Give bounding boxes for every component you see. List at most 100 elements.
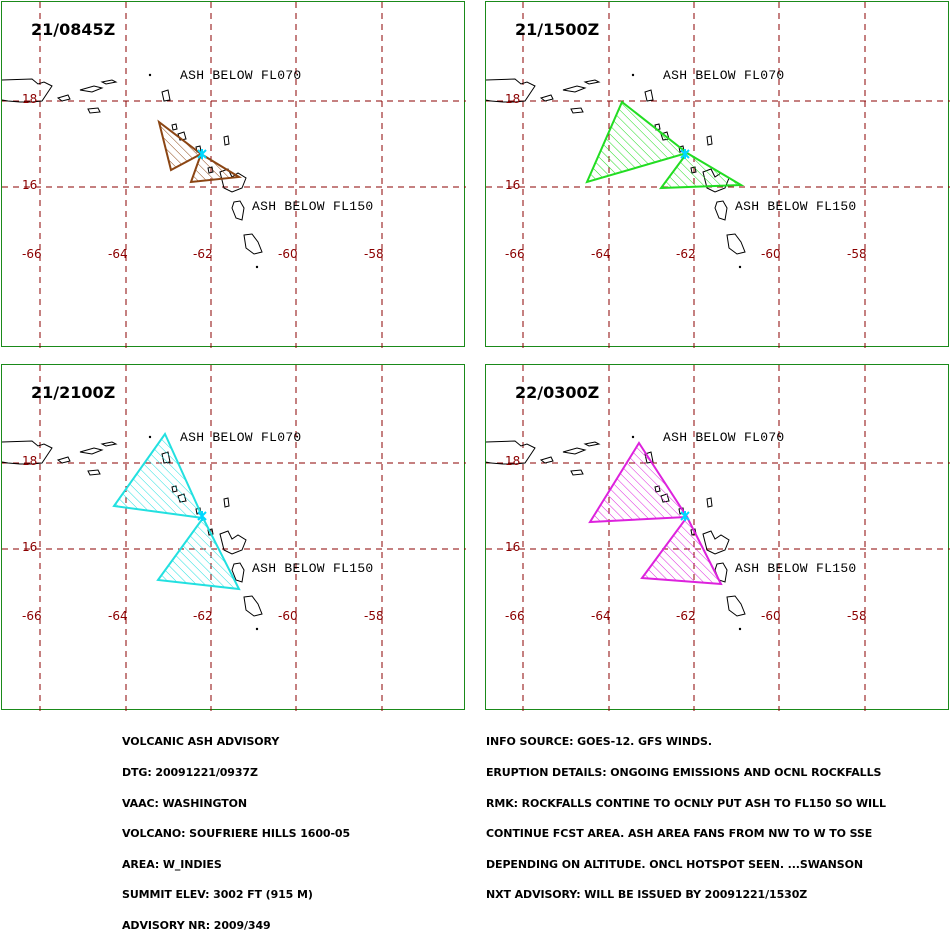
advisory-line: SUMMIT ELEV: 3002 FT (915 M) (122, 888, 313, 902)
map-panel-2: 21/1500Z ASH BELOW FL070 ASH BELOW FL150… (485, 1, 950, 348)
lon-tick-66: -66 (505, 247, 525, 261)
panel-time-title: 21/2100Z (31, 383, 116, 402)
ash-upper-label: ASH BELOW FL070 (663, 430, 785, 445)
volcano-marker-icon (680, 149, 690, 159)
lon-tick-64: -64 (108, 247, 128, 261)
map-panel-3: 21/2100Z ASH BELOW FL070 ASH BELOW FL150… (1, 364, 466, 711)
advisory-line: VAAC: WASHINGTON (122, 796, 247, 810)
lon-tick-58: -58 (847, 609, 867, 623)
lon-tick-66: -66 (22, 609, 42, 623)
island-outline-puerto-rico (486, 78, 536, 103)
ash-cloud-polygon (658, 151, 745, 190)
island-outline-puerto-rico (2, 78, 53, 103)
advisory-text-left: VOLCANIC ASH ADVISORY DTG: 20091221/0937… (122, 717, 350, 941)
island-outline-island-a (539, 94, 554, 102)
island-outline-island-c (583, 441, 601, 447)
island-dot (255, 265, 259, 269)
volcano-marker-icon (680, 511, 690, 521)
island-outline-island-c (583, 79, 601, 85)
lon-tick-62: -62 (193, 609, 213, 623)
island-outline-island-h (223, 497, 230, 508)
advisory-line: ERUPTION DETAILS: ONGOING EMISSIONS AND … (486, 766, 882, 780)
island-outline-island-h (706, 497, 713, 508)
island-dot (738, 265, 742, 269)
island-outline-island-a (56, 456, 71, 464)
ash-lower-label: ASH BELOW FL150 (735, 561, 857, 576)
island-dot (148, 73, 152, 77)
map-canvas (2, 2, 466, 348)
island-outline-island-c (100, 79, 118, 85)
ash-cloud-polygon (157, 119, 203, 172)
island-outline-island-d (87, 469, 101, 476)
lon-tick-58: -58 (364, 609, 384, 623)
ash-lower-label: ASH BELOW FL150 (735, 199, 857, 214)
map-panel-4: 22/0300Z ASH BELOW FL070 ASH BELOW FL150… (485, 364, 950, 711)
panel-time-title: 22/0300Z (515, 383, 600, 402)
island-outline-puerto-rico (2, 440, 53, 465)
lat-tick-16: 16 (505, 178, 521, 192)
island-outline-island-e (644, 89, 654, 102)
island-outline-martinique (726, 595, 746, 617)
island-outline-guadeloupe (219, 530, 247, 555)
island-outline-island-b (562, 447, 587, 455)
ash-upper-label: ASH BELOW FL070 (663, 68, 785, 83)
island-outline-puerto-rico (486, 440, 536, 465)
advisory-text-right: INFO SOURCE: GOES-12. GFS WINDS. ERUPTIO… (486, 717, 886, 911)
island-outline-island-h (223, 135, 230, 146)
panel-time-title: 21/1500Z (515, 20, 600, 39)
island-outline-island-h (706, 135, 713, 146)
ash-cloud-polygon (189, 152, 243, 184)
ash-lower-label: ASH BELOW FL150 (252, 199, 374, 214)
island-dot (631, 73, 635, 77)
advisory-line: ADVISORY NR: 2009/349 (122, 919, 271, 933)
lat-tick-18: 18 (505, 454, 521, 468)
island-outline-island-d (570, 107, 584, 114)
lat-tick-16: 16 (22, 178, 38, 192)
ash-upper-label: ASH BELOW FL070 (180, 68, 302, 83)
ash-cloud-polygon (640, 515, 723, 586)
island-dot (255, 627, 259, 631)
lon-tick-62: -62 (676, 247, 696, 261)
panel-time-title: 21/0845Z (31, 20, 116, 39)
lat-tick-18: 18 (22, 454, 38, 468)
lat-tick-18: 18 (22, 92, 38, 106)
island-outline-island-f (171, 123, 178, 131)
island-dot (148, 435, 152, 439)
map-panel-1: 21/0845Z ASH BELOW FL070 ASH BELOW FL150… (1, 1, 466, 348)
lat-tick-16: 16 (505, 540, 521, 554)
lon-tick-60: -60 (761, 247, 781, 261)
lon-tick-64: -64 (108, 609, 128, 623)
advisory-line: INFO SOURCE: GOES-12. GFS WINDS. (486, 735, 712, 749)
lon-tick-66: -66 (505, 609, 525, 623)
ash-upper-label: ASH BELOW FL070 (180, 430, 302, 445)
island-outline-island-d (87, 107, 101, 114)
lat-tick-18: 18 (505, 92, 521, 106)
lon-tick-60: -60 (761, 609, 781, 623)
lon-tick-58: -58 (847, 247, 867, 261)
lon-tick-60: -60 (278, 247, 298, 261)
island-outline-island-b (79, 85, 104, 93)
lon-tick-64: -64 (591, 609, 611, 623)
advisory-line: VOLCANIC ASH ADVISORY (122, 735, 280, 749)
lon-tick-62: -62 (676, 609, 696, 623)
island-outline-island-a (56, 94, 71, 102)
island-outline-island-c (100, 441, 118, 447)
ash-cloud-polygon (585, 100, 690, 184)
ash-cloud-polygon (112, 431, 205, 520)
advisory-line: VOLCANO: SOUFRIERE HILLS 1600-05 (122, 827, 351, 841)
ash-cloud-polygon (588, 441, 689, 524)
lon-tick-60: -60 (278, 609, 298, 623)
island-outline-island-e (161, 89, 171, 102)
lon-tick-62: -62 (193, 247, 213, 261)
lon-tick-58: -58 (364, 247, 384, 261)
island-outline-island-a (539, 456, 554, 464)
island-outline-dominica (714, 200, 728, 221)
island-outline-island-b (562, 85, 587, 93)
island-outline-island-d (570, 469, 584, 476)
island-outline-martinique (243, 595, 263, 617)
island-outline-martinique (243, 233, 263, 255)
island-outline-dominica (231, 200, 245, 221)
island-outline-dominica (231, 562, 245, 583)
lon-tick-64: -64 (591, 247, 611, 261)
map-canvas (486, 2, 950, 348)
